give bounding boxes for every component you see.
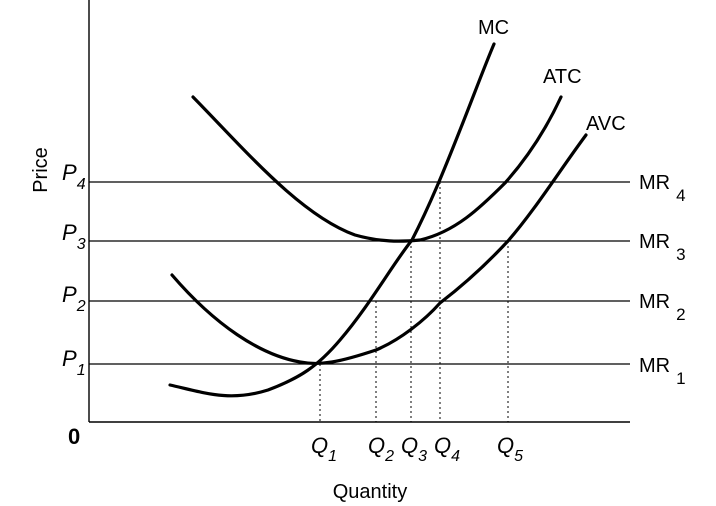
avc-curve-label: AVC <box>586 113 626 135</box>
mr-label-4: MR4 <box>639 172 686 205</box>
y-axis-title: Price <box>30 147 52 193</box>
x-axis-title: Quantity <box>333 481 407 503</box>
quantity-label-q5: Q5 <box>497 433 523 465</box>
price-label-p1: P1 <box>62 346 86 379</box>
quantity-label-q1: Q1 <box>311 433 337 465</box>
mc-curve <box>168 42 496 398</box>
mr-label-3: MR3 <box>639 231 686 264</box>
atc-curve-label: ATC <box>543 66 582 88</box>
origin-label: 0 <box>68 424 80 449</box>
price-label-p2: P2 <box>62 282 86 315</box>
atc-curve <box>191 95 563 243</box>
quantity-label-q3: Q3 <box>401 433 427 465</box>
avc-curve <box>170 133 588 366</box>
mc-curve-label: MC <box>478 17 509 39</box>
quantity-label-q4: Q4 <box>434 433 460 465</box>
quantity-label-q2: Q2 <box>368 433 394 465</box>
price-label-p3: P3 <box>62 220 86 253</box>
mr-label-2: MR2 <box>639 291 686 324</box>
price-label-p4: P4 <box>62 160 86 193</box>
mr-label-1: MR1 <box>639 355 686 388</box>
